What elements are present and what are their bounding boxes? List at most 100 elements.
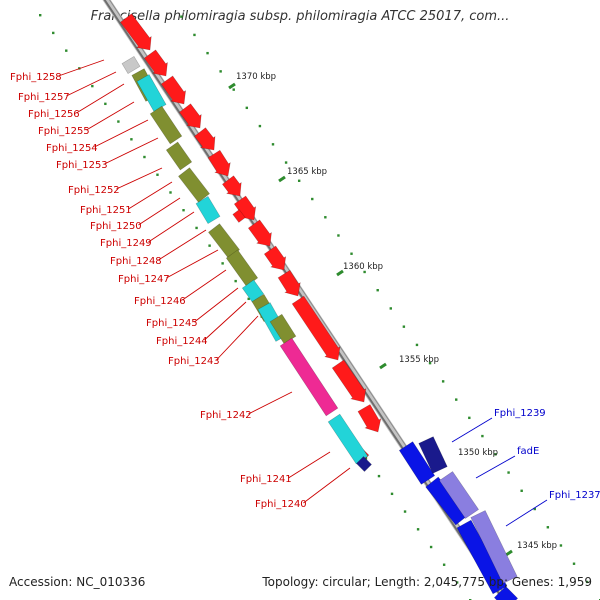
tick-dot-outer — [494, 453, 497, 456]
inner-track-gene — [269, 313, 297, 345]
tick-dot-outer — [572, 562, 576, 565]
gene-label-Fphi_1244: Fphi_1244 — [156, 336, 208, 347]
tick-dot-inner — [182, 209, 185, 212]
tick-dot-outer — [520, 489, 523, 492]
gene-label-Fphi_1240: Fphi_1240 — [255, 499, 307, 510]
genome-summary-text: Topology: circular; Length: 2,045,775 bp… — [262, 575, 592, 589]
tick-dot-inner — [208, 244, 211, 247]
tick-dot-inner — [91, 84, 94, 88]
tick-dot-outer — [455, 398, 458, 401]
leader-line — [182, 269, 227, 301]
tick-dot-outer — [585, 580, 589, 584]
tick-dot-inner — [169, 191, 172, 194]
gene-label-Fphi_1256: Fphi_1256 — [28, 109, 80, 120]
leader-line — [104, 137, 159, 165]
leader-line — [158, 229, 207, 261]
label-leader-lines — [58, 59, 548, 527]
tick-dot-inner — [117, 120, 120, 123]
leader-line — [248, 391, 293, 415]
tick-dot-outer — [507, 471, 510, 474]
tick-dot-inner — [104, 102, 107, 106]
inner-track-gene — [208, 223, 240, 259]
gene-label-fadE: fadE — [517, 446, 539, 457]
tick-dot-outer — [324, 216, 327, 219]
tick-dot-inner — [455, 581, 459, 584]
tick-dot-inner — [39, 14, 42, 17]
inner-track-gene — [178, 167, 210, 203]
forward-gene-arrow — [221, 175, 242, 197]
forward-gene-arrow — [207, 149, 231, 177]
major-tick — [278, 175, 286, 183]
tick-dot-inner — [65, 49, 68, 52]
tick-dot-outer — [193, 33, 196, 37]
gene-label-Fphi_1253: Fphi_1253 — [56, 160, 108, 171]
leader-line — [303, 467, 351, 504]
tick-dot-inner — [195, 226, 198, 230]
leader-line — [128, 181, 173, 210]
position-label: 1360 kbp — [343, 262, 383, 272]
tick-dot-outer — [311, 197, 314, 201]
position-label: 1355 kbp — [399, 355, 439, 365]
gene-label-Fphi_1255: Fphi_1255 — [38, 126, 90, 137]
tick-dot-outer — [402, 325, 406, 328]
forward-gene-arrow — [160, 75, 187, 105]
forward-gene-arrow — [291, 295, 341, 361]
tick-dot-outer — [284, 161, 288, 164]
tick-dot-outer — [533, 507, 536, 511]
gene-labels: Fphi_1258 Fphi_1257 Fphi_1256 Fphi_1255 Fphi… — [10, 72, 600, 510]
forward-gene-arrow — [247, 219, 272, 247]
gene-label-Fphi_1245: Fphi_1245 — [146, 318, 198, 329]
tick-dot-outer — [559, 544, 563, 547]
tick-dot-inner — [429, 545, 433, 549]
tick-dot-inner — [221, 262, 224, 265]
tick-dot-outer — [376, 289, 379, 292]
tick-dot-inner — [364, 457, 368, 460]
tick-dot-outer — [350, 252, 353, 255]
inner-track-gene — [165, 141, 193, 171]
tick-dot-inner — [130, 138, 133, 141]
major-tick — [379, 362, 387, 370]
forward-gene-arrow — [331, 359, 367, 403]
forward-gene-arrow — [263, 245, 287, 271]
reverse-gene-block — [438, 471, 480, 519]
tick-dot-outer — [441, 380, 445, 383]
tick-dot-outer — [363, 270, 366, 274]
forward-gene-arrow — [178, 103, 202, 129]
tick-dot-outer — [428, 361, 432, 365]
scale-ticks — [39, 14, 600, 600]
navy-feature — [356, 456, 372, 472]
leader-line — [204, 301, 247, 341]
leader-line — [66, 71, 117, 97]
leader-line — [194, 287, 239, 323]
tick-dot-outer — [389, 307, 392, 310]
forward-gene-arrow — [357, 404, 382, 433]
tick-dot-outer — [297, 179, 301, 182]
gene-label-Fphi_1251: Fphi_1251 — [80, 205, 132, 216]
tick-dot-outer — [245, 106, 249, 110]
gene-label-Fphi_1249: Fphi_1249 — [100, 238, 152, 249]
position-labels: 1370 kbp 1365 kbp 1360 kbp 1355 kbp 1350 kbp… — [236, 72, 557, 551]
reverse-gene-block — [398, 441, 436, 485]
leader-line — [138, 197, 181, 226]
genome-title: Francisella philomiragia subsp. philomir… — [90, 9, 510, 24]
reverse-gene-block — [456, 519, 508, 595]
major-tick — [228, 82, 236, 90]
gene-label-Fphi_1250: Fphi_1250 — [90, 221, 142, 232]
grey-feature — [121, 55, 141, 75]
tick-dot-outer — [481, 434, 484, 438]
tick-dot-outer — [206, 51, 209, 55]
leader-line — [216, 315, 259, 361]
leader-line — [58, 59, 105, 77]
tick-dot-outer — [271, 143, 275, 146]
leader-line — [86, 101, 135, 131]
gene-label-Fphi_1247: Fphi_1247 — [118, 274, 170, 285]
leader-line — [451, 417, 493, 443]
leader-line — [148, 211, 195, 243]
inner-track-gene — [195, 195, 221, 225]
forward-gene-fragment — [232, 209, 246, 223]
leader-line — [475, 455, 516, 479]
position-label: 1345 kbp — [517, 541, 557, 551]
tick-dot-outer — [415, 343, 419, 347]
gene-label-Fphi_1252: Fphi_1252 — [68, 185, 120, 196]
